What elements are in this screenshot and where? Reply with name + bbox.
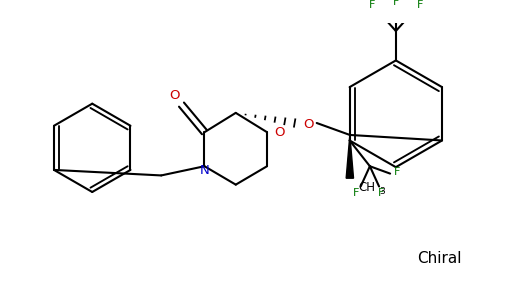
Text: F: F (378, 188, 384, 198)
Text: O: O (303, 118, 314, 131)
Polygon shape (346, 135, 353, 178)
Text: F: F (394, 167, 401, 177)
Text: F: F (417, 0, 423, 10)
Text: F: F (393, 0, 399, 7)
Text: CH: CH (358, 181, 375, 194)
Text: 3: 3 (379, 187, 385, 196)
Text: Chiral: Chiral (417, 251, 461, 266)
Text: O: O (274, 126, 285, 139)
Text: N: N (200, 164, 209, 177)
Text: F: F (353, 188, 359, 198)
Text: O: O (169, 89, 179, 102)
Text: F: F (369, 0, 375, 10)
